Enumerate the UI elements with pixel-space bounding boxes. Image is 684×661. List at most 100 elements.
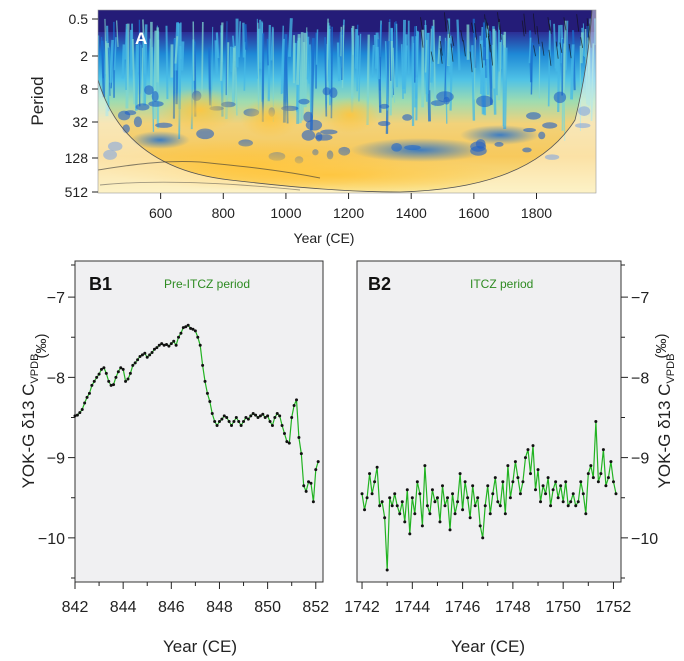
data-point bbox=[373, 480, 377, 484]
data-point bbox=[309, 481, 313, 485]
data-point bbox=[501, 480, 505, 484]
data-point bbox=[157, 343, 161, 347]
data-point bbox=[554, 480, 558, 484]
panel-b1-title: Pre-ITCZ period bbox=[164, 277, 250, 291]
data-point bbox=[179, 331, 183, 335]
y-label-main: YOK-G δ13 C bbox=[19, 384, 38, 489]
data-point bbox=[458, 472, 462, 476]
x-tick-label: 1752 bbox=[596, 599, 632, 616]
data-point bbox=[251, 411, 255, 415]
data-point bbox=[463, 480, 467, 484]
data-point bbox=[297, 436, 301, 440]
data-point bbox=[486, 484, 490, 488]
data-point bbox=[574, 504, 578, 508]
data-point bbox=[521, 480, 525, 484]
y-tick-label: −7 bbox=[47, 290, 65, 307]
data-point bbox=[220, 417, 224, 421]
panel-a-x-tick-label: 1800 bbox=[521, 205, 552, 221]
data-point bbox=[528, 472, 532, 476]
data-point bbox=[285, 440, 289, 444]
data-point bbox=[506, 464, 510, 468]
panel-a-x-axis-label: Year (CE) bbox=[294, 230, 355, 246]
data-point bbox=[448, 528, 452, 532]
panel-b2: B2 ITCZ period 1742 1744 1746 1748 1750 1752 −… bbox=[344, 260, 658, 656]
data-point bbox=[299, 452, 303, 456]
data-point bbox=[511, 480, 515, 484]
data-point bbox=[428, 512, 432, 516]
data-point bbox=[87, 391, 91, 395]
y-tick-label: −9 bbox=[631, 451, 649, 468]
data-point bbox=[375, 465, 379, 469]
data-point bbox=[133, 361, 137, 365]
data-point bbox=[131, 363, 135, 367]
data-point bbox=[169, 342, 173, 346]
left-y-axis-label: YOK-G δ13 CVPDB (‰) bbox=[19, 334, 50, 489]
data-point bbox=[304, 489, 308, 493]
right-y-axis-label: YOK-G δ13 CVPDB (‰) bbox=[653, 334, 677, 489]
panel-b2-plot-area bbox=[356, 260, 622, 583]
data-point bbox=[95, 375, 99, 379]
panel-b2-points bbox=[360, 420, 618, 572]
data-point bbox=[268, 420, 272, 423]
data-point bbox=[138, 354, 142, 358]
y-tick-label: −8 bbox=[631, 370, 649, 387]
data-point bbox=[102, 366, 106, 370]
panel-a-x-tick-label: 1400 bbox=[396, 205, 427, 221]
data-point bbox=[205, 391, 209, 395]
data-point bbox=[143, 351, 147, 355]
data-point bbox=[78, 411, 82, 415]
panel-a-y-tick-label: 2 bbox=[80, 48, 88, 64]
data-point bbox=[398, 512, 402, 516]
data-point bbox=[273, 415, 277, 419]
panel-a-y-tick-label: 8 bbox=[80, 81, 88, 97]
data-point bbox=[136, 358, 140, 362]
data-point bbox=[531, 444, 535, 448]
data-point bbox=[232, 420, 236, 423]
data-point bbox=[90, 383, 94, 387]
data-point bbox=[564, 480, 568, 484]
data-point bbox=[446, 496, 450, 500]
data-point bbox=[266, 414, 270, 418]
y-tick-label: −7 bbox=[631, 290, 649, 307]
data-point bbox=[571, 492, 575, 496]
data-point bbox=[466, 496, 470, 500]
data-point bbox=[162, 343, 166, 347]
x-tick-label: 1746 bbox=[445, 599, 481, 616]
data-point bbox=[227, 420, 231, 423]
data-point bbox=[423, 464, 427, 468]
data-point bbox=[150, 350, 154, 354]
data-point bbox=[316, 460, 320, 464]
data-point bbox=[569, 500, 573, 504]
data-point bbox=[75, 413, 79, 417]
data-point bbox=[410, 496, 414, 500]
data-point bbox=[606, 476, 610, 480]
x-tick-label: 1748 bbox=[495, 599, 531, 616]
data-point bbox=[124, 379, 128, 383]
y-label-main-right: YOK-G δ13 C bbox=[655, 384, 674, 489]
data-point bbox=[539, 500, 543, 504]
x-tick-label: 1742 bbox=[344, 599, 380, 616]
data-point bbox=[481, 536, 485, 540]
data-point bbox=[476, 496, 480, 500]
data-point bbox=[261, 412, 265, 416]
panel-a-x-tick-label: 600 bbox=[149, 205, 173, 221]
data-point bbox=[385, 568, 389, 572]
data-point bbox=[551, 488, 555, 492]
data-point bbox=[576, 500, 580, 504]
x-tick-label: 1744 bbox=[395, 599, 431, 616]
data-point bbox=[295, 398, 299, 402]
x-tick-label: 850 bbox=[254, 599, 281, 616]
data-point bbox=[368, 472, 372, 476]
panel-a-y-tick-label: 512 bbox=[65, 184, 89, 200]
x-tick-label: 842 bbox=[62, 599, 89, 616]
data-point bbox=[80, 407, 84, 411]
data-point bbox=[400, 500, 404, 504]
data-point bbox=[483, 504, 487, 508]
panel-b1-label: B1 bbox=[89, 274, 112, 294]
data-point bbox=[559, 484, 563, 488]
data-point bbox=[217, 420, 221, 423]
data-point bbox=[234, 415, 238, 419]
data-point bbox=[534, 488, 538, 492]
data-point bbox=[584, 512, 588, 516]
